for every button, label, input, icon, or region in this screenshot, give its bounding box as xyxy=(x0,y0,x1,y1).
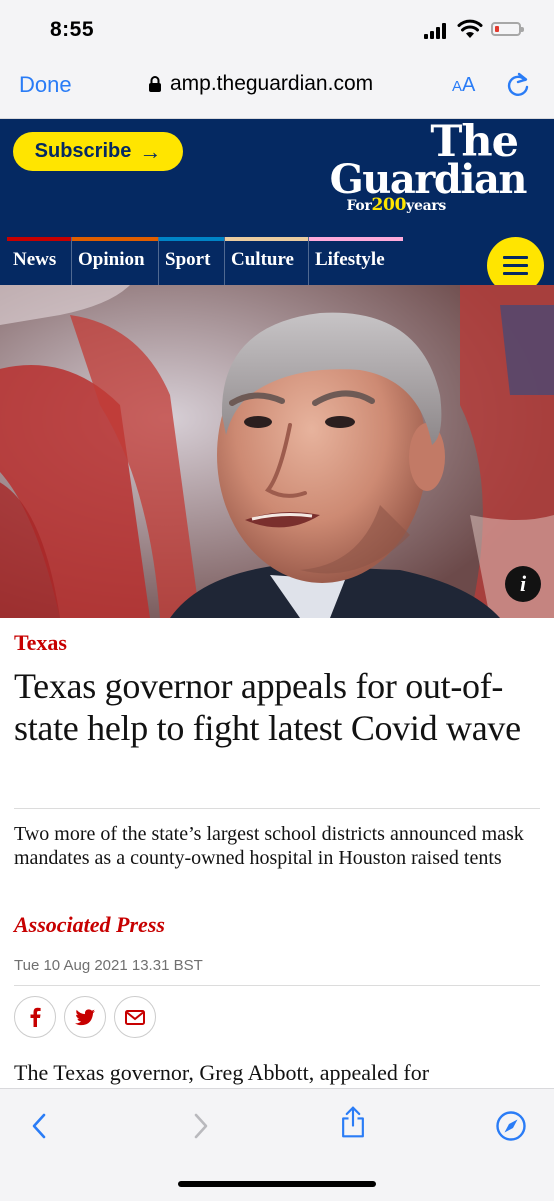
arrow-right-icon: → xyxy=(139,138,162,164)
byline[interactable]: Associated Press xyxy=(14,912,165,937)
facebook-icon xyxy=(30,1007,41,1027)
share-facebook-button[interactable] xyxy=(14,996,56,1038)
wifi-icon xyxy=(457,19,483,38)
share-twitter-button[interactable] xyxy=(64,996,106,1038)
nav-lifestyle[interactable]: Lifestyle xyxy=(308,237,403,285)
text-size-button[interactable]: AA xyxy=(452,74,476,96)
nav-opinion[interactable]: Opinion xyxy=(71,237,158,285)
forward-icon[interactable] xyxy=(182,1109,216,1143)
image-info-button[interactable]: i xyxy=(505,566,541,602)
twitter-icon xyxy=(75,1008,95,1025)
cellular-signal-icon xyxy=(424,23,448,39)
article-standfirst: Two more of the state’s largest school d… xyxy=(14,823,524,869)
divider xyxy=(14,985,540,986)
reload-icon[interactable] xyxy=(505,71,531,99)
nav-sport[interactable]: Sport xyxy=(158,237,224,285)
guardian-logo[interactable]: The Guardian For200years xyxy=(329,117,528,215)
done-button[interactable]: Done xyxy=(19,72,72,97)
share-email-button[interactable] xyxy=(114,996,156,1038)
share-icon[interactable] xyxy=(336,1105,370,1139)
section-kicker[interactable]: Texas xyxy=(14,630,67,655)
article-headline: Texas governor appeals for out-of-state … xyxy=(14,666,521,748)
lock-icon xyxy=(149,76,161,92)
hero-image xyxy=(0,285,554,618)
compass-icon[interactable] xyxy=(494,1109,528,1143)
email-icon xyxy=(125,1009,145,1025)
browser-top-bar: Done amp.theguardian.com AA xyxy=(0,56,554,119)
url-text: amp.theguardian.com xyxy=(170,72,374,95)
status-bar: 8:55 xyxy=(0,0,554,56)
subscribe-button[interactable]: Subscribe → xyxy=(13,132,183,171)
article-dateline: Tue 10 Aug 2021 13.31 BST xyxy=(14,957,203,974)
battery-icon xyxy=(491,22,524,36)
nav-culture[interactable]: Culture xyxy=(224,237,308,285)
guardian-masthead: Subscribe → The Guardian For200years xyxy=(0,119,554,237)
article-body: The Texas governor, Greg Abbott, appeale… xyxy=(14,1060,430,1085)
section-nav: News Opinion Sport Culture Lifestyle xyxy=(0,237,554,285)
divider xyxy=(14,808,540,809)
address-bar[interactable]: amp.theguardian.com xyxy=(148,72,373,96)
status-time: 8:55 xyxy=(50,18,95,41)
home-indicator[interactable] xyxy=(178,1181,376,1187)
nav-news[interactable]: News xyxy=(7,237,71,285)
hero-photo xyxy=(0,285,554,618)
back-icon[interactable] xyxy=(24,1109,58,1143)
menu-button[interactable] xyxy=(487,237,544,294)
